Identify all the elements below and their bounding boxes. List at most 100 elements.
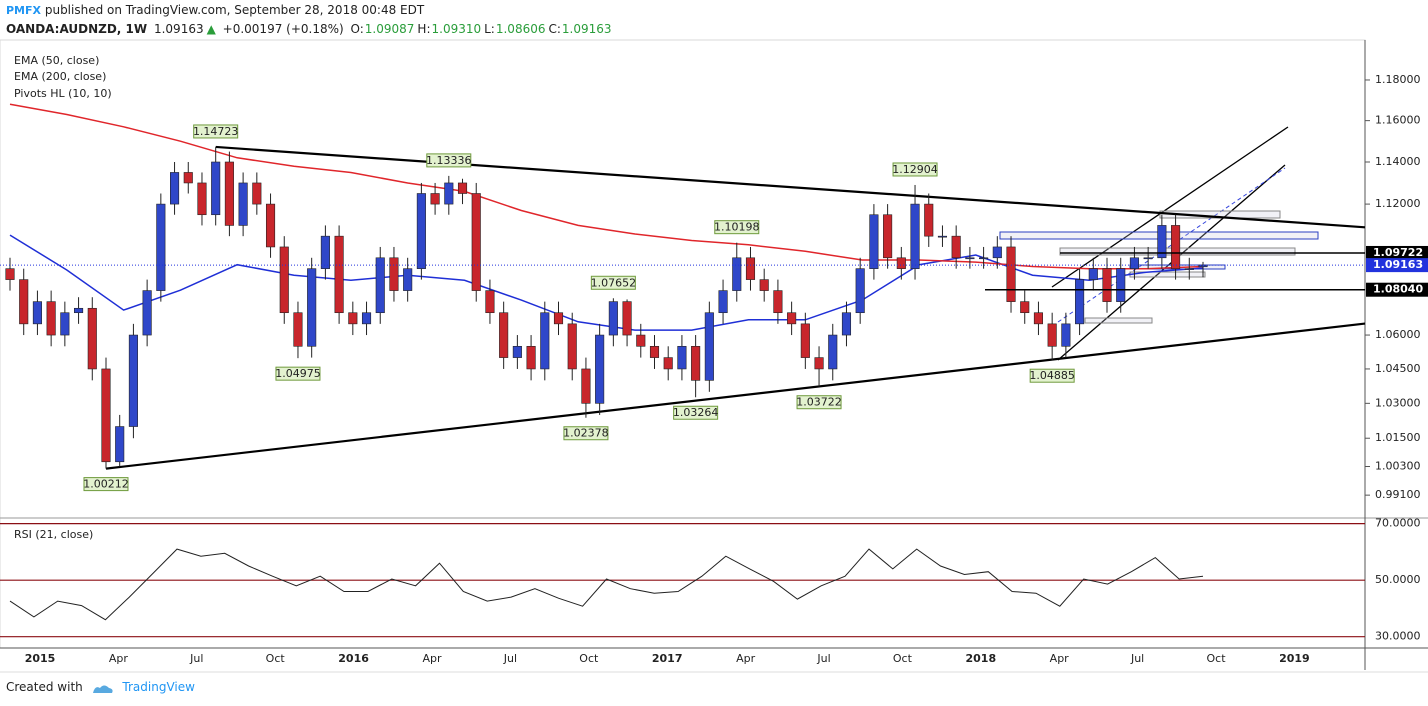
up-arrow: ▲: [206, 22, 216, 36]
x-tick-label: 2017: [652, 652, 683, 665]
candle-body: [622, 301, 632, 336]
pivot-label: 1.02378: [563, 427, 609, 440]
support-trendline: [105, 322, 1366, 470]
ohlc-key: O:: [350, 22, 364, 36]
x-tick-label: Apr: [1050, 652, 1070, 665]
candle-body: [896, 257, 906, 269]
ohlc-value: 1.09087: [364, 22, 415, 36]
pivot-label: 1.13336: [426, 154, 472, 167]
candle-body: [403, 268, 413, 291]
ohlc-value: 1.08606: [495, 22, 546, 36]
candle-body: [1061, 323, 1071, 347]
rsi-title: RSI (21, close): [14, 528, 93, 541]
pivot-label: 1.03722: [796, 396, 842, 409]
channel-upper: [1051, 126, 1289, 288]
x-tick-label: 2018: [965, 652, 996, 665]
candle-body: [334, 235, 344, 314]
pivot-box: [563, 426, 609, 441]
candle-body: [608, 301, 618, 336]
price-label-box: [1366, 282, 1428, 297]
legend-entry: EMA (200, close): [14, 70, 106, 83]
candle-body: [581, 368, 591, 404]
price-label: 1.09722: [1373, 246, 1423, 259]
candle-body: [183, 172, 193, 184]
publisher: PMFX: [6, 4, 42, 17]
candle-body: [1116, 268, 1126, 302]
candle-body: [1020, 301, 1030, 314]
candle-body: [677, 345, 687, 370]
change: +0.00197 (+0.18%): [222, 22, 344, 36]
y-tick-label: 30.0000: [1375, 630, 1421, 643]
pivot-label: 1.04885: [1029, 369, 1075, 382]
candle-body: [444, 182, 454, 205]
channel-mid: [1057, 167, 1286, 323]
candle-body: [74, 307, 84, 314]
y-tick-label: 1.16000: [1375, 114, 1421, 127]
candle-body: [1047, 323, 1057, 347]
last-price: 1.09163: [153, 22, 204, 36]
candle-body: [457, 182, 468, 194]
brand: TradingView: [122, 680, 195, 694]
x-tick-label: Oct: [1206, 652, 1226, 665]
published: published on TradingView.com, September …: [44, 3, 425, 17]
candle-body: [540, 312, 550, 370]
candle-body: [101, 368, 111, 463]
x-tick-label: Apr: [736, 652, 756, 665]
candle-body: [1075, 279, 1085, 325]
candle-body: [787, 312, 797, 325]
brand-logo: [92, 685, 113, 693]
candle-body: [1143, 257, 1153, 260]
x-tick-label: Jul: [503, 652, 517, 665]
candle-body: [1088, 268, 1098, 280]
candle-body: [471, 193, 481, 291]
y-tick-label: 70.0000: [1375, 517, 1421, 530]
publish-line: PMFX published on TradingView.com, Septe…: [6, 3, 427, 17]
candle-body: [924, 203, 934, 237]
candle-body: [512, 345, 522, 358]
x-tick-label: Apr: [422, 652, 442, 665]
candle-body: [1157, 225, 1167, 259]
candle-body: [156, 203, 166, 291]
ema-line: [9, 103, 1204, 270]
candle-body: [526, 345, 536, 370]
candle-body: [800, 323, 810, 358]
pivot-label: 1.10198: [714, 221, 760, 234]
pivot-box: [193, 124, 239, 139]
x-tick-label: 2019: [1279, 652, 1310, 665]
ohlc-value: 1.09310: [431, 22, 482, 36]
pivot-label: 1.00212: [83, 478, 129, 491]
price-label: 1.08040: [1373, 283, 1423, 296]
x-tick-label: Oct: [579, 652, 599, 665]
candle-body: [307, 268, 317, 347]
candle-body: [869, 214, 879, 269]
candle-body: [19, 279, 29, 325]
candle-body: [828, 334, 838, 370]
candle-body: [1102, 268, 1112, 302]
candle-body: [1171, 225, 1181, 269]
pivot-box: [892, 162, 938, 177]
candle-body: [499, 312, 509, 358]
candle-body: [1129, 257, 1139, 269]
x-tick-label: 2016: [338, 652, 369, 665]
pivot-box: [796, 395, 842, 410]
price-label: 1.09163: [1373, 258, 1423, 271]
candle-body: [553, 312, 564, 325]
created-with: Created with: [6, 680, 83, 694]
pivot-box: [673, 405, 719, 420]
y-tick-label: 1.04500: [1375, 362, 1421, 375]
symbol: OANDA:AUDNZD, 1W: [6, 22, 148, 36]
candle-body: [197, 182, 207, 216]
x-tick-label: Jul: [189, 652, 203, 665]
candle-body: [649, 345, 660, 358]
legend-entry: Pivots HL (10, 10): [14, 87, 112, 100]
x-tick-label: Oct: [893, 652, 913, 665]
candle-body: [32, 301, 42, 325]
zone: [1084, 317, 1153, 324]
candle-body: [841, 312, 852, 336]
candle-body: [87, 307, 97, 370]
y-tick-label: 1.03000: [1375, 396, 1421, 409]
candle-body: [265, 203, 276, 248]
candle-body: [293, 312, 303, 347]
legend: EMA (50, close) EMA (200, close) Pivots …: [14, 54, 112, 541]
